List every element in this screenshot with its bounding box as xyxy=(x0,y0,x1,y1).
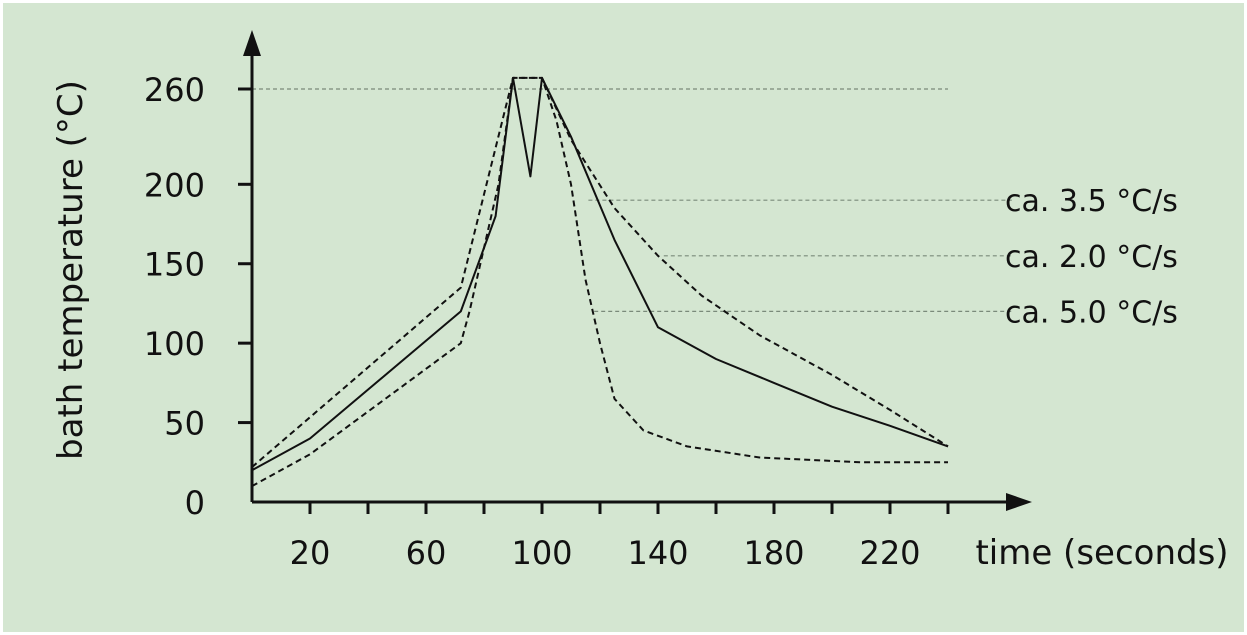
reference-lines xyxy=(252,88,1012,312)
y-tick-label: 260 xyxy=(144,71,205,109)
y-axis-arrow-icon xyxy=(243,30,261,56)
x-axis-label: time (seconds) xyxy=(975,533,1228,573)
x-tick-label: 220 xyxy=(859,534,920,572)
x-tick-label: 60 xyxy=(406,534,447,572)
annotations: ca. 3.5 °C/s ca. 2.0 °C/s ca. 5.0 °C/s xyxy=(1005,184,1178,330)
x-tick-label: 100 xyxy=(511,534,572,572)
rate-annotation: ca. 2.0 °C/s xyxy=(1005,240,1178,275)
series-line-1 xyxy=(251,76,949,472)
x-tick-label: 180 xyxy=(743,534,804,572)
x-axis-arrow-icon xyxy=(1006,493,1032,511)
series-lines xyxy=(251,76,949,487)
axes xyxy=(243,30,1032,511)
axis-ticks: 20 60 100 140 180 220 0 50 100 150 200 260 xyxy=(144,71,950,572)
x-tick-label: 140 xyxy=(627,534,688,572)
chart-background xyxy=(3,3,1244,632)
rate-annotation: ca. 5.0 °C/s xyxy=(1005,295,1178,330)
y-tick-label: 100 xyxy=(144,325,205,363)
y-tick-label: 0 xyxy=(185,484,205,522)
y-tick-label: 200 xyxy=(144,166,205,204)
rate-annotation: ca. 3.5 °C/s xyxy=(1005,184,1178,219)
y-axis-label: bath temperature (°C) xyxy=(51,80,91,460)
y-tick-label: 50 xyxy=(164,405,205,443)
series-line-3 xyxy=(251,76,948,487)
y-tick-label: 150 xyxy=(144,246,205,284)
x-tick-label: 20 xyxy=(290,534,331,572)
series-line-2 xyxy=(251,76,949,468)
